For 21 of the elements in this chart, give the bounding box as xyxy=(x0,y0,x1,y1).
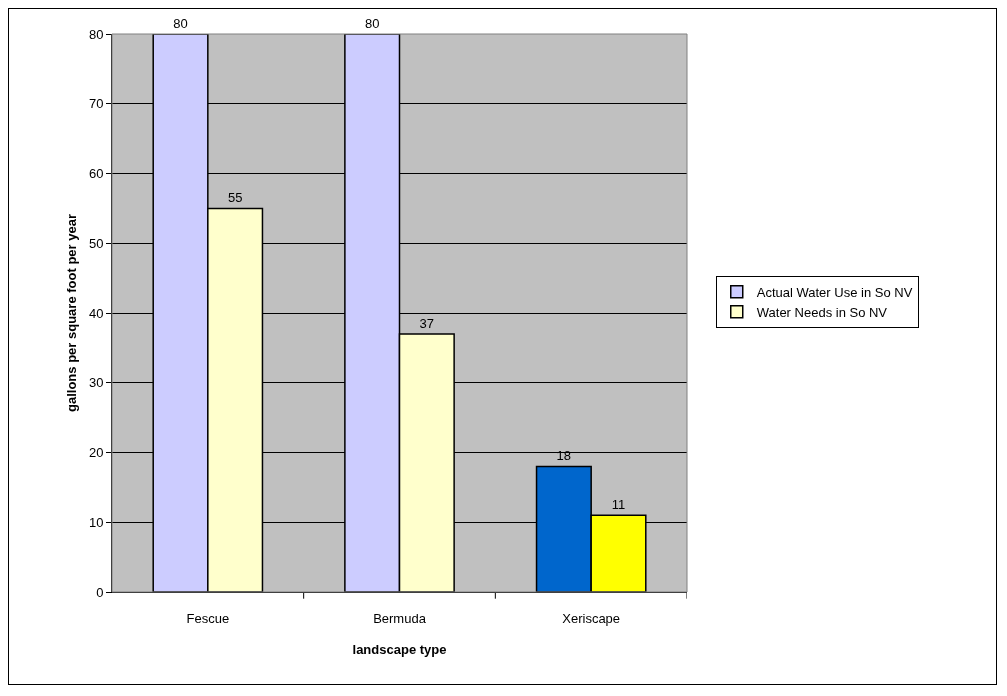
legend-label: Actual Water Use in So NV xyxy=(756,284,913,300)
y-tick-label: 10 xyxy=(88,514,104,530)
legend-label: Water Needs in So NV xyxy=(756,304,888,320)
y-tick-label: 60 xyxy=(88,166,104,182)
y-tick-label: 50 xyxy=(88,235,104,251)
data-label: 80 xyxy=(364,16,380,31)
y-tick-label: 70 xyxy=(88,96,104,112)
y-axis-title: gallons per square foot per year xyxy=(64,214,79,412)
x-axis-title: landscape type xyxy=(352,642,447,658)
data-label: 11 xyxy=(611,497,626,513)
data-label: 80 xyxy=(173,16,188,31)
x-tick-label: Bermuda xyxy=(373,610,427,626)
y-tick-label: 80 xyxy=(88,26,104,42)
y-tick-label: 30 xyxy=(88,375,104,391)
y-tick-label: 20 xyxy=(88,445,104,461)
x-tick-label: Xeriscape xyxy=(562,610,621,626)
x-tick-label: Fescue xyxy=(186,610,230,626)
y-tick-label: 0 xyxy=(96,584,104,600)
data-label: 37 xyxy=(419,315,435,331)
data-label: 55 xyxy=(227,190,243,206)
y-tick-label: 40 xyxy=(88,305,104,321)
